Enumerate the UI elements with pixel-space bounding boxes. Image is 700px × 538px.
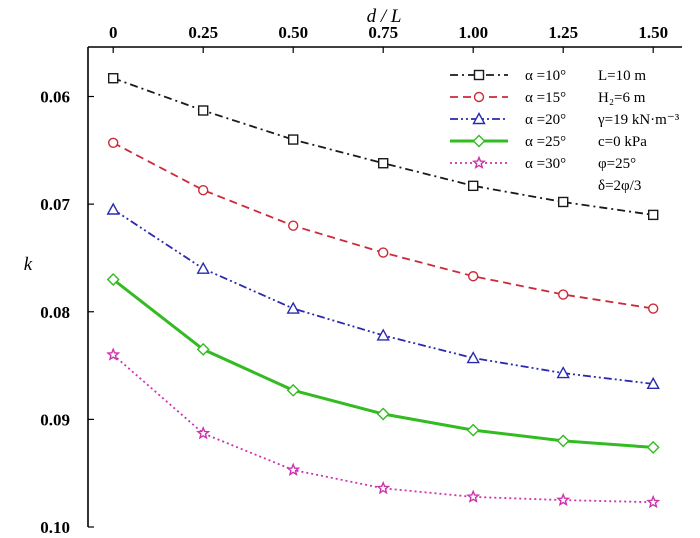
data-point-circle xyxy=(378,247,389,258)
series-line xyxy=(112,77,654,216)
data-point-square xyxy=(378,158,389,169)
series-5 xyxy=(106,347,661,509)
data-point-square xyxy=(648,209,659,221)
x-tick-label: 1.50 xyxy=(638,23,668,42)
data-point-diamond xyxy=(286,383,300,397)
data-point-circle xyxy=(468,271,479,282)
data-point-star xyxy=(196,425,211,440)
data-point-square xyxy=(288,134,299,145)
series-2 xyxy=(107,137,659,314)
y-tick-label: 0.09 xyxy=(40,410,70,429)
data-point-diamond xyxy=(196,342,210,356)
x-tick-label: 1.00 xyxy=(458,23,488,42)
y-axis-title: k xyxy=(24,254,33,275)
data-point-diamond xyxy=(556,434,570,448)
data-point-square xyxy=(197,105,209,116)
data-point-circle xyxy=(107,137,119,148)
data-point-square xyxy=(468,180,479,192)
data-point-triangle xyxy=(646,376,660,390)
legend-label: α =10° xyxy=(525,68,566,84)
series-1 xyxy=(107,73,659,221)
data-point-star xyxy=(471,155,487,169)
x-tick-label: 0 xyxy=(109,23,118,42)
x-axis-title: d / L xyxy=(367,6,402,27)
data-point-triangle xyxy=(376,328,390,341)
parameter-text: δ=2φ/3 xyxy=(598,178,641,194)
series-line xyxy=(112,354,654,504)
data-point-diamond xyxy=(466,423,480,437)
y-tick-label: 0.10 xyxy=(40,518,70,537)
plot-area xyxy=(106,73,661,509)
data-point-circle xyxy=(648,303,659,314)
x-tick-label: 1.25 xyxy=(548,23,578,42)
data-point-triangle xyxy=(106,202,120,215)
data-point-diamond xyxy=(376,407,390,421)
parameter-text: γ=19 kN·m⁻³ xyxy=(597,112,680,128)
data-point-triangle xyxy=(556,366,570,379)
data-point-diamond xyxy=(106,272,120,286)
data-point-square xyxy=(107,73,119,84)
data-point-square xyxy=(558,196,569,208)
series-3 xyxy=(106,202,660,390)
data-point-circle xyxy=(558,289,569,300)
data-point-star xyxy=(556,492,571,507)
data-point-triangle xyxy=(196,261,210,274)
data-point-diamond xyxy=(646,440,660,454)
data-point-circle xyxy=(473,91,485,103)
data-point-circle xyxy=(197,184,209,196)
data-point-triangle xyxy=(466,351,480,364)
data-point-star xyxy=(376,480,391,495)
tick-labels: 0 0.25 0.50 0.75 1.00 1.25 1.50 0.06 0.07 0.08 0.0… xyxy=(40,23,668,537)
x-tick-label: 0.25 xyxy=(188,23,218,42)
data-point-star xyxy=(106,347,121,361)
series-line xyxy=(112,278,654,449)
y-tick-label: 0.08 xyxy=(40,303,70,322)
x-tick-label: 0.75 xyxy=(368,23,398,42)
series-4 xyxy=(106,272,660,454)
parameter-annotations: L=10 m H₂=6 m γ=19 kN·m⁻³ c=0 kPa φ=25° δ=2φ/… xyxy=(597,68,680,194)
legend: α =10° α =15° α =20° α =25° α =30° xyxy=(450,68,566,172)
parameter-text: H₂=6 m xyxy=(598,90,646,106)
legend-label: α =15° xyxy=(525,90,566,106)
data-point-star xyxy=(466,489,481,503)
plot-axes xyxy=(87,46,682,528)
data-point-square xyxy=(473,69,485,81)
y-tick-label: 0.06 xyxy=(40,88,70,107)
parameter-text: c=0 kPa xyxy=(598,134,647,150)
data-point-circle xyxy=(288,220,299,231)
parameter-text: φ=25° xyxy=(598,156,636,172)
data-point-triangle xyxy=(286,301,300,314)
parameter-text: L=10 m xyxy=(598,68,646,84)
y-tick-label: 0.07 xyxy=(40,195,70,214)
data-point-star xyxy=(646,494,661,509)
data-point-triangle xyxy=(472,112,486,125)
legend-label: α =30° xyxy=(525,156,566,172)
data-point-diamond xyxy=(472,134,486,148)
x-tick-label: 0.50 xyxy=(278,23,308,42)
data-point-star xyxy=(286,462,301,476)
legend-label: α =20° xyxy=(525,112,566,128)
legend-label: α =25° xyxy=(525,134,566,150)
